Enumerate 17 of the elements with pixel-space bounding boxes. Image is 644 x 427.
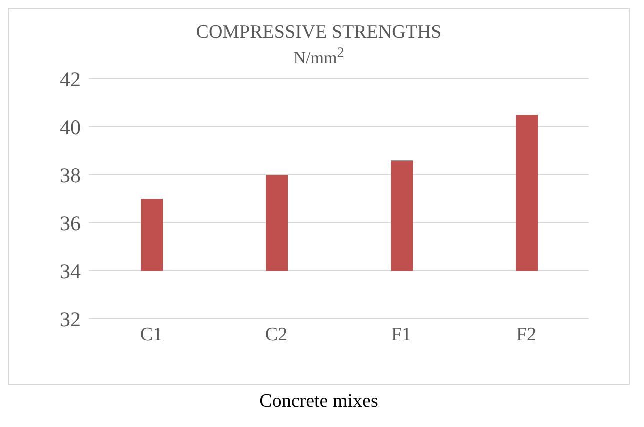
bar [391,160,413,271]
x-tick-label: F1 [391,324,412,346]
x-tick-label: C2 [265,324,288,346]
y-tick-label: 38 [60,163,81,188]
bar [141,198,163,271]
x-tick-label: C1 [140,324,163,346]
y-tick-label: 34 [60,259,82,284]
chart-title: COMPRESSIVE STRENGTHS [195,22,443,43]
x-axis-title: Concrete mixes [258,391,380,413]
y-tick-label: 40 [60,115,81,140]
y-tick-label: 42 [60,67,81,92]
y-tick-label: 32 [60,307,81,332]
bar [266,174,288,271]
chart-subtitle: N/mm$^{2}$ [292,44,346,69]
bar [516,114,538,271]
y-tick-label: 36 [60,211,81,236]
x-tick-label: F2 [516,324,537,346]
